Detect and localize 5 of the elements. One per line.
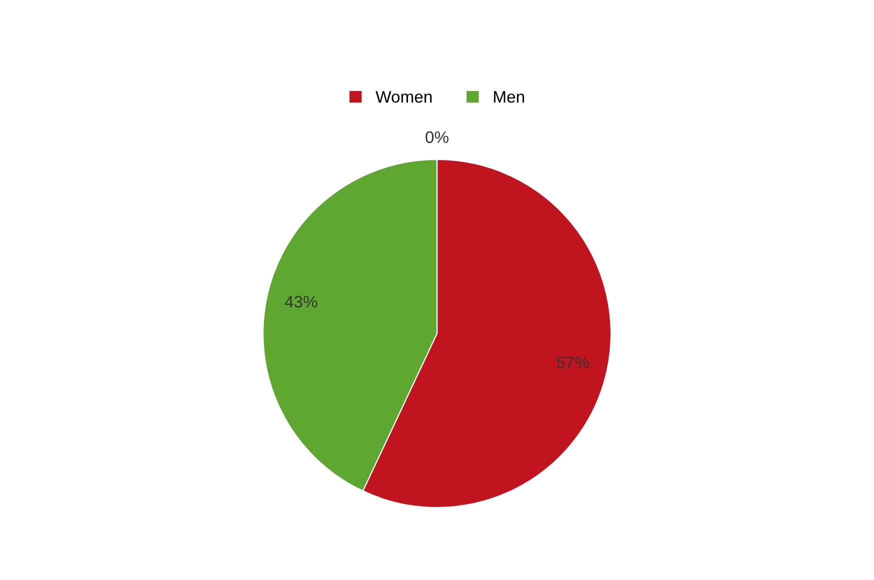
text: 0% <box>426 131 448 144</box>
legend-label: Men <box>494 91 524 103</box>
legend-label: Women <box>376 91 432 103</box>
data-label: 57% <box>556 356 589 368</box>
data-label: 43% <box>284 296 318 308</box>
